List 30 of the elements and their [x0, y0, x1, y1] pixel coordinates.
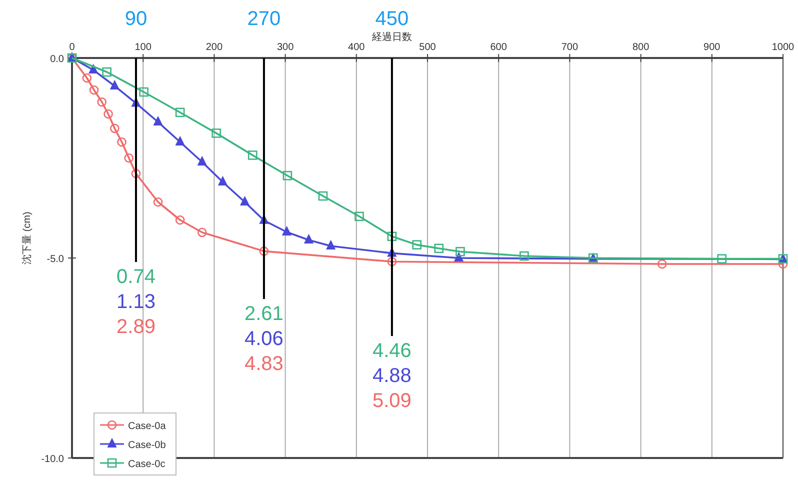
annotation: 4.83 — [244, 353, 284, 375]
x-tick-label: 300 — [276, 42, 294, 53]
x-tick-label: 100 — [134, 42, 152, 53]
x-tick-label: 500 — [419, 42, 436, 53]
x-tick-label: 0 — [69, 42, 76, 53]
x-tick-label: 800 — [632, 42, 650, 53]
x-axis-title: 経過日数 — [370, 32, 412, 43]
x-tick-label: 1000 — [772, 42, 795, 53]
annotation: 1.13 — [116, 291, 156, 313]
ref-line-label: 450 — [375, 8, 409, 30]
y-tick-label: -5.0 — [46, 254, 64, 265]
annotation: 2.61 — [244, 303, 284, 325]
annotation: 4.88 — [372, 365, 412, 387]
x-tick-label: 400 — [348, 42, 366, 53]
annotation: 5.09 — [372, 390, 412, 412]
y-tick-label: -10.0 — [41, 454, 64, 465]
y-tick-label: 0.0 — [50, 54, 64, 65]
ref-line-label: 270 — [247, 8, 281, 30]
legend-label: Case-0c — [128, 459, 166, 470]
x-tick-label: 600 — [490, 42, 508, 53]
annotation: 4.06 — [244, 328, 284, 350]
annotation: 0.74 — [116, 266, 156, 288]
x-tick-label: 900 — [704, 42, 721, 53]
x-tick-label: 200 — [206, 42, 223, 53]
x-tick-label: 700 — [561, 42, 578, 53]
annotation: 4.46 — [372, 340, 412, 362]
ref-line-label: 90 — [124, 8, 148, 30]
legend-label: Case-0b — [128, 440, 166, 451]
y-axis-title: 沈下量 (cm) — [21, 212, 33, 264]
legend-label: Case-0a — [128, 421, 166, 432]
